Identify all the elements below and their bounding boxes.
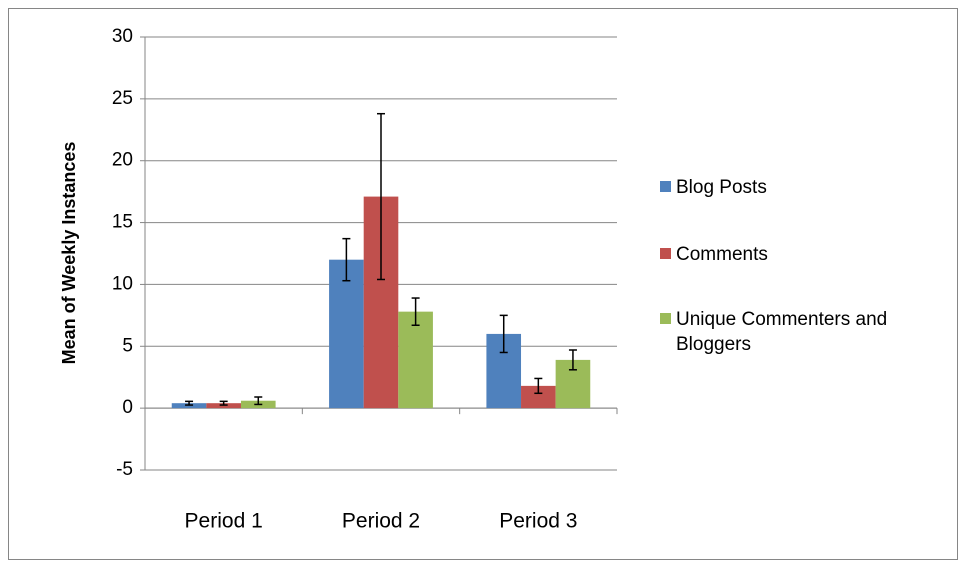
- bar: [521, 385, 556, 409]
- chart-frame: [8, 8, 958, 560]
- y-tick-label: 0: [122, 397, 133, 418]
- y-tick-label: 30: [112, 26, 133, 47]
- y-tick-label: 20: [112, 150, 133, 171]
- error-bar: [377, 112, 385, 281]
- x-tick-label: Period 1: [185, 510, 263, 533]
- legend-swatch: [660, 313, 671, 324]
- legend: Blog Posts Comments Unique Commenters and …: [660, 175, 950, 399]
- legend-label: Unique Commenters and Bloggers: [676, 309, 888, 355]
- error-bar: [411, 297, 420, 327]
- y-tick-label: 10: [112, 273, 133, 294]
- y-tick-label: 25: [112, 88, 133, 109]
- error-bar: [568, 349, 577, 371]
- y-axis-label: Mean of Weekly Instances: [59, 142, 79, 365]
- legend-swatch: [660, 181, 671, 192]
- legend-item: Blog Posts: [660, 175, 950, 200]
- error-bar: [185, 400, 194, 406]
- y-tick-label: 5: [122, 335, 133, 356]
- error-bar: [342, 237, 351, 282]
- x-tick-label: Period 3: [499, 510, 577, 533]
- legend-swatch: [660, 248, 671, 259]
- legend-item: Comments: [660, 242, 950, 267]
- legend-label: Comments: [676, 244, 768, 265]
- bar: [329, 259, 364, 409]
- error-bar: [219, 400, 228, 406]
- error-bar: [534, 377, 543, 395]
- y-tick-label: 15: [112, 212, 133, 233]
- legend-item: Unique Commenters and Bloggers: [660, 307, 950, 357]
- legend-label: Blog Posts: [676, 177, 767, 198]
- y-tick-label: -5: [116, 459, 133, 480]
- error-bar: [254, 396, 263, 406]
- bar: [398, 311, 433, 409]
- error-bar: [499, 314, 508, 354]
- x-tick-label: Period 2: [342, 510, 420, 533]
